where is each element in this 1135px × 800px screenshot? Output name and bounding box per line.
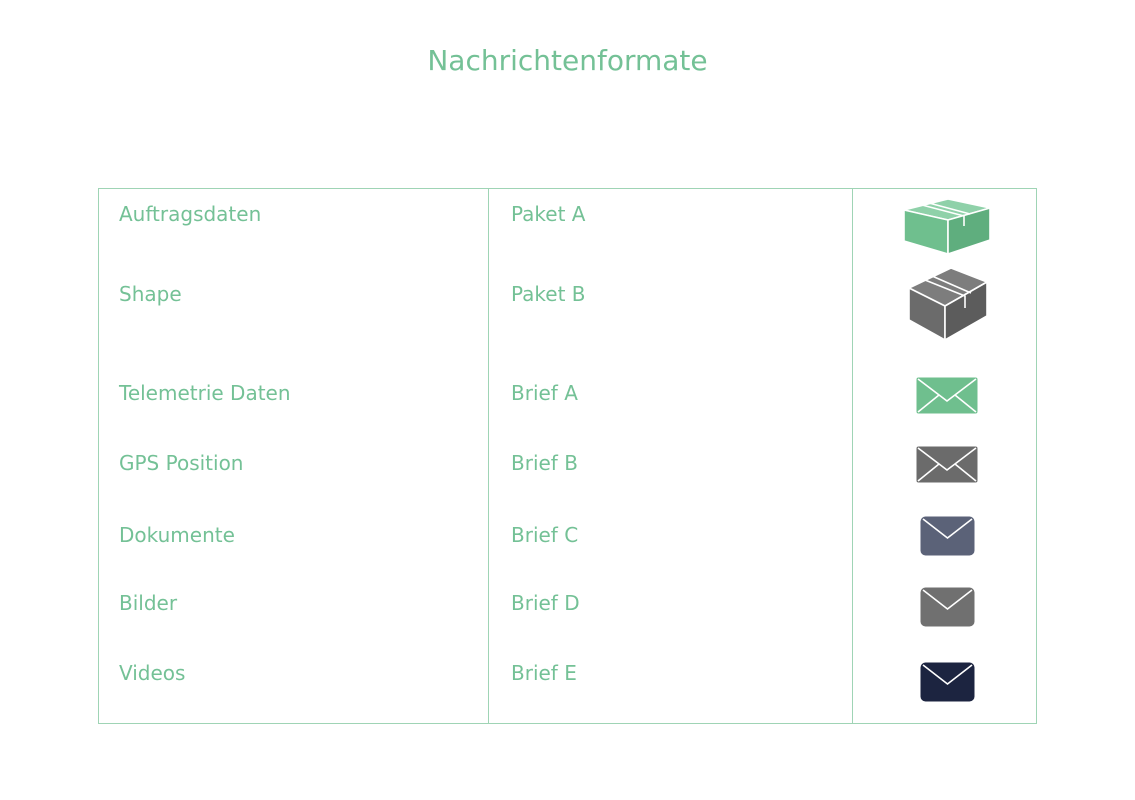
envelope-icon: [916, 377, 978, 414]
envelope-icon: [920, 662, 975, 702]
message-format-label: Brief D: [511, 591, 580, 615]
envelope-icon: [920, 587, 975, 627]
message-type-label: Dokumente: [119, 523, 235, 547]
box-icon: [908, 267, 988, 341]
message-format-label: Brief E: [511, 661, 577, 685]
message-type-label: Shape: [119, 282, 182, 306]
envelope-icon: [916, 446, 978, 483]
message-type-label: Telemetrie Daten: [119, 381, 291, 405]
message-format-label: Brief B: [511, 451, 578, 475]
message-format-label: Paket A: [511, 202, 586, 226]
page-title: Nachrichtenformate: [427, 44, 708, 77]
message-type-label: Auftragsdaten: [119, 202, 262, 226]
column-divider: [852, 188, 853, 724]
message-type-label: Videos: [119, 661, 186, 685]
message-type-label: Bilder: [119, 591, 178, 615]
box-icon: [903, 198, 991, 255]
message-format-label: Brief A: [511, 381, 578, 405]
table-frame: [98, 188, 1037, 724]
column-divider: [488, 188, 489, 724]
message-format-label: Brief C: [511, 523, 579, 547]
message-type-label: GPS Position: [119, 451, 244, 475]
message-format-label: Paket B: [511, 282, 586, 306]
envelope-icon: [920, 516, 975, 556]
